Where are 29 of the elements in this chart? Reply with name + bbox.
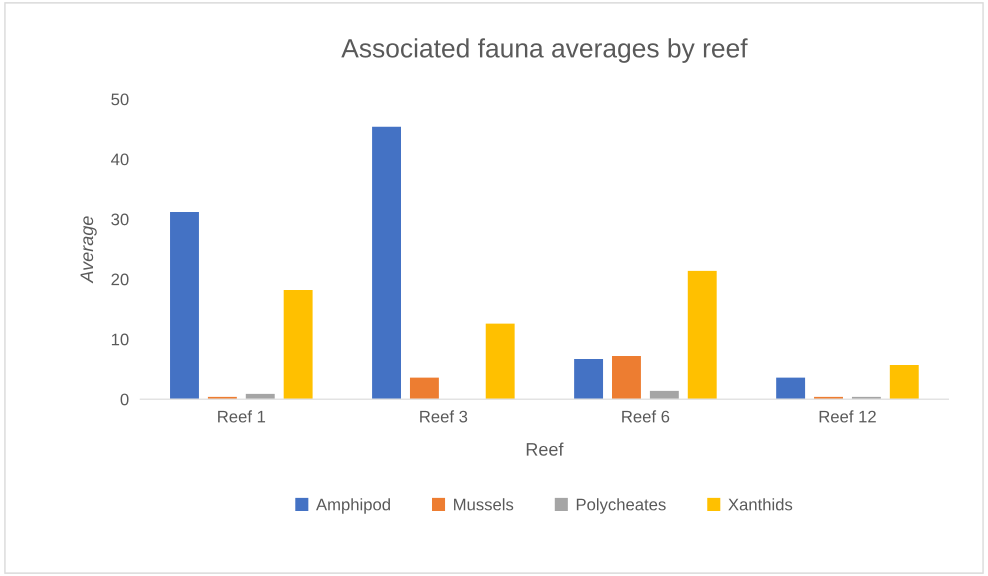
legend-label: Amphipod <box>316 498 390 514</box>
y-tick-label: 10 <box>112 334 129 346</box>
bar <box>572 358 604 400</box>
bar <box>888 364 920 400</box>
legend-label: Polycheates <box>576 498 666 514</box>
bar <box>168 210 200 400</box>
x-tick-label: Reef 12 <box>820 410 876 423</box>
bar <box>774 376 806 400</box>
legend-label: Mussels <box>454 498 514 510</box>
y-tick-label: 50 <box>111 93 129 106</box>
bar <box>370 125 402 400</box>
legend-label: Xanthids <box>728 498 792 510</box>
bar <box>648 389 680 400</box>
x-tick-label: Reef 3 <box>420 410 468 423</box>
y-tick-label: 30 <box>111 214 129 226</box>
bar <box>244 392 276 400</box>
x-tick-label: Reef 1 <box>218 410 266 423</box>
bar <box>484 322 516 400</box>
bar <box>610 354 642 400</box>
bar <box>686 269 718 400</box>
y-tick-label: 40 <box>111 153 129 166</box>
x-tick-label: Reef 6 <box>622 410 670 423</box>
y-tick-label: 0 <box>120 394 129 406</box>
chart-title: Associated fauna averages by reef <box>341 38 748 63</box>
bar <box>282 288 314 400</box>
y-axis-title: Average <box>80 216 97 284</box>
x-axis-title: Reef <box>526 442 564 456</box>
y-tick-label: 20 <box>111 274 129 286</box>
bar <box>408 376 440 400</box>
